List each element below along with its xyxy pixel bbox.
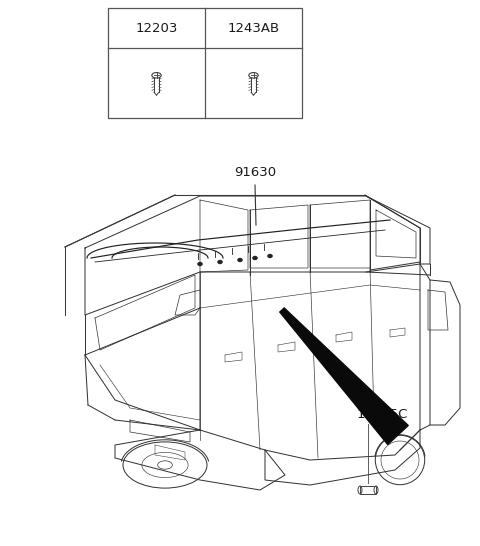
Ellipse shape <box>238 258 242 262</box>
Ellipse shape <box>197 262 203 266</box>
Text: 1243AB: 1243AB <box>228 21 279 34</box>
Ellipse shape <box>252 256 257 260</box>
Ellipse shape <box>217 260 223 264</box>
Text: 91630: 91630 <box>234 165 276 179</box>
Bar <box>108 8 302 118</box>
Polygon shape <box>280 308 408 444</box>
Text: 18645C: 18645C <box>356 408 408 422</box>
Bar <box>360 486 376 494</box>
Ellipse shape <box>267 254 273 258</box>
Text: 12203: 12203 <box>135 21 178 34</box>
